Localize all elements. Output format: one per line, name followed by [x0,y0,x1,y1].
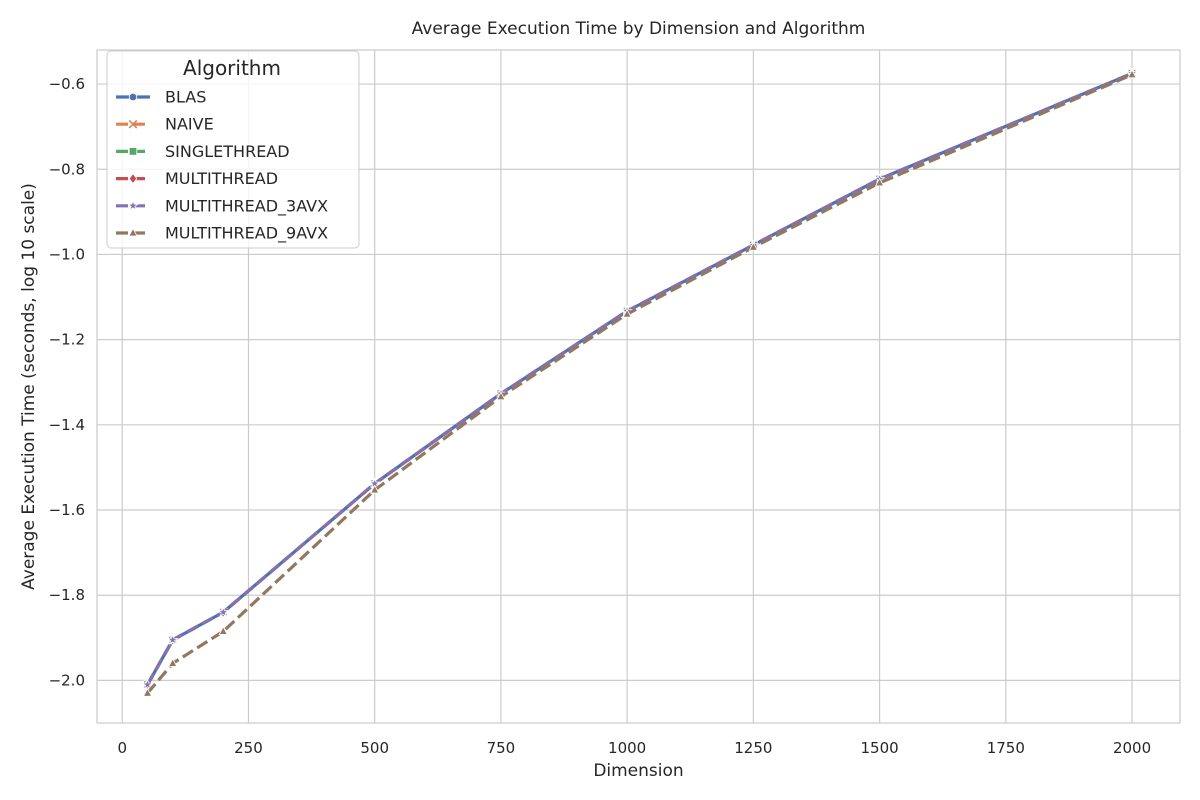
y-tick-label: −1.4 [49,416,85,434]
x-tick-label: 1250 [734,739,772,757]
data-point [622,308,632,318]
legend-label: SINGLETHREAD [165,142,290,161]
x-tick-label: 1500 [860,739,898,757]
y-axis-label: Average Execution Time (seconds, log 10 … [19,183,39,590]
grid [97,50,1180,723]
x-tick-label: 250 [234,739,263,757]
data-point [496,391,506,401]
plot-frame [96,49,1181,724]
tick-labels: 0 250 500 750 1000 1250 1500 1750 2000 −2.0 −1.8 −1… [49,75,1152,757]
y-tick-label: −2.0 [49,671,85,689]
legend-swatch-marker [128,173,138,185]
data-point [168,657,178,667]
data-point [748,241,759,251]
legend: Algorithm BLAS NAIVE SINGLETHREAD MULTITHRE… [106,50,360,249]
legend-swatch-marker [128,119,138,129]
legend-entry-multithread-9avx: MULTITHREAD_9AVX [116,224,328,244]
legend-title: Algorithm [183,56,281,80]
legend-entry-singlethread: SINGLETHREAD [116,142,290,161]
data-point [370,484,380,494]
y-tick-label: −0.6 [49,75,85,93]
legend-swatch-marker [128,227,138,237]
x-axis-label: Dimension [593,761,683,781]
x-tick-label: 2000 [1113,739,1151,757]
legend-label: NAIVE [165,115,214,134]
y-tick-label: −0.8 [49,160,85,178]
legend-swatch-marker [128,147,138,156]
series-lines [141,67,1138,697]
legend-entry-naive: NAIVE [116,115,214,134]
x-tick-label: 0 [117,739,127,757]
legend-label: MULTITHREAD [165,169,278,188]
y-tick-label: −1.2 [49,331,85,349]
data-point [166,633,179,645]
data-point [218,626,228,635]
legend-box [106,50,360,249]
y-tick-label: −1.0 [49,245,85,263]
legend-entry-multithread: MULTITHREAD [116,169,278,188]
x-tick-label: 500 [360,739,389,757]
y-tick-label: −1.6 [49,501,85,519]
x-tick-label: 1000 [608,739,646,757]
legend-entry-blas: BLAS [116,88,206,107]
data-point [874,177,885,187]
x-tick-label: 1750 [987,739,1025,757]
legend-entries: BLAS NAIVE SINGLETHREAD MULTITHREAD MULTITHR… [116,88,328,244]
data-point [141,678,154,690]
legend-label: BLAS [165,88,206,107]
legend-label: MULTITHREAD_3AVX [165,196,328,216]
legend-label: MULTITHREAD_9AVX [165,224,328,244]
x-tick-label: 750 [487,739,516,757]
series-multithread-9avx [142,69,1137,697]
y-tick-label: −1.8 [49,586,85,604]
legend-entry-multithread-3avx: MULTITHREAD_3AVX [116,196,328,216]
data-point [217,606,229,618]
data-point [1127,69,1137,79]
data-point [142,687,153,697]
legend-swatch-marker [128,92,138,102]
chart-title: Average Execution Time by Dimension and … [412,19,866,39]
legend-swatch-marker [127,199,139,211]
